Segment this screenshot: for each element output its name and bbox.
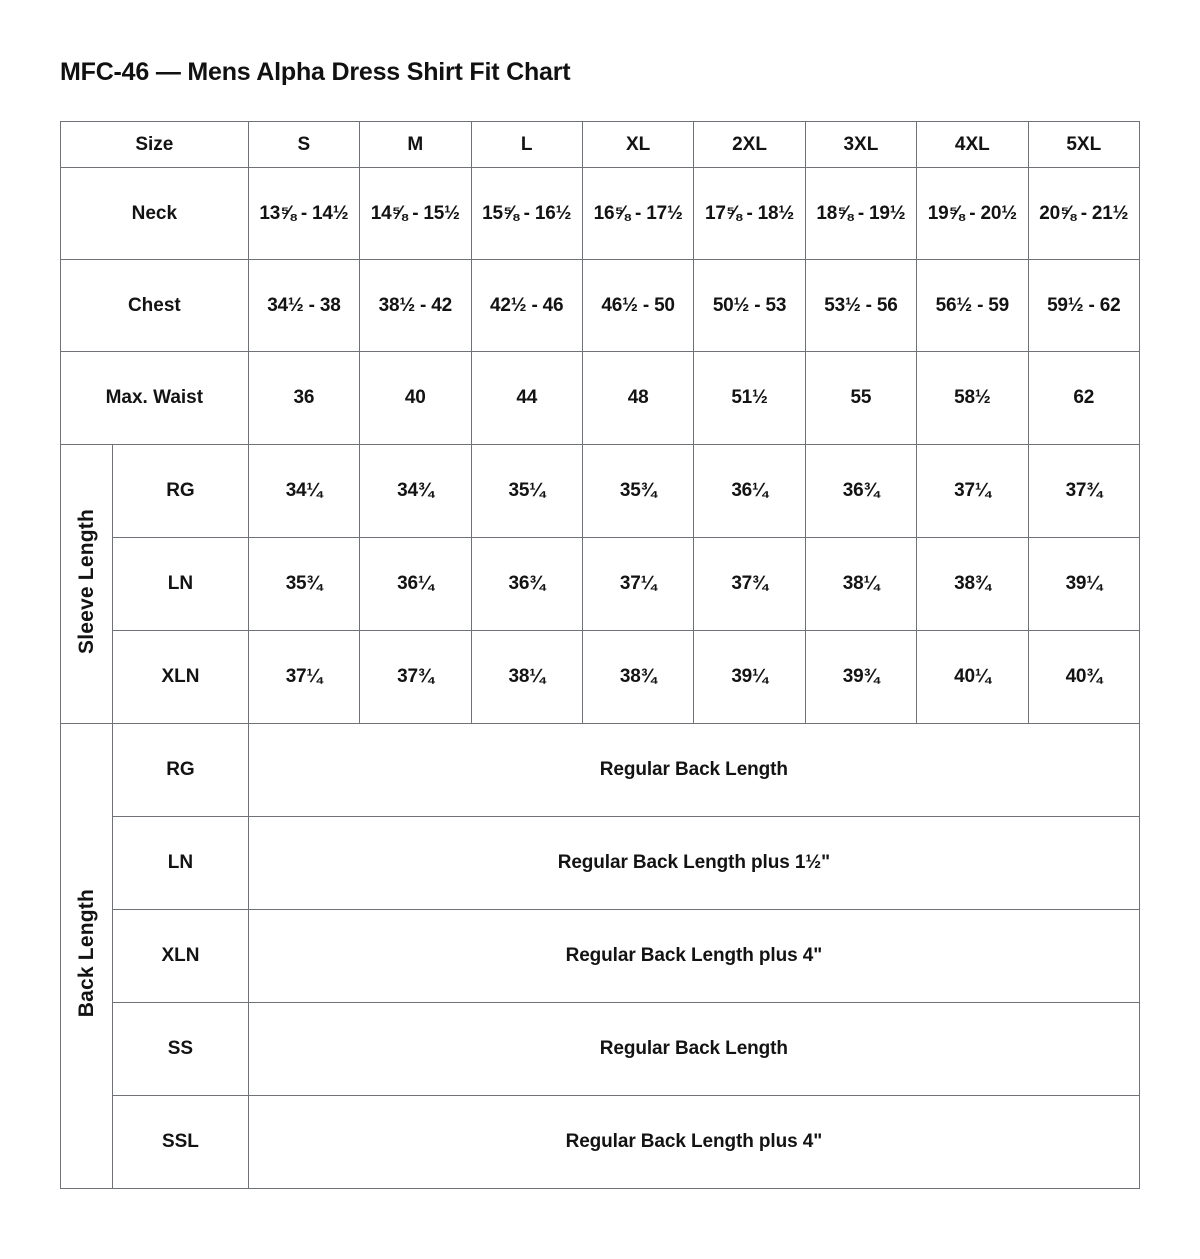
header-cell-3xl: 3XL — [804, 121, 918, 168]
sleeve-xln-value-3xl: 39¾ — [804, 630, 918, 724]
neck-value-m: 14⅝ - 15½ — [359, 167, 472, 260]
max-waist-value-s: 36 — [247, 351, 361, 445]
group-label-back-length-text: Back Length — [75, 888, 99, 1018]
neck-value-2xl: 17⅝ - 18½ — [693, 167, 806, 260]
chest-value-5xl: 59½ - 62 — [1027, 259, 1141, 352]
max-waist-value-5xl: 62 — [1027, 351, 1141, 445]
group-label-sleeve-length: Sleeve Length — [59, 444, 114, 724]
back-ss-value: Regular Back Length — [247, 1002, 1141, 1096]
header-cell-4xl: 4XL — [916, 121, 1029, 168]
sleeve-sublabel-rg: RG — [112, 444, 249, 538]
chest-value-2xl: 50½ - 53 — [693, 259, 806, 352]
header-cell-5xl: 5XL — [1027, 121, 1141, 168]
table-row-neck: Neck 13⅝ - 14½ 14⅝ - 15½ 15⅝ - 16½ 16⅝ -… — [60, 167, 1141, 260]
table-row-sleeve-rg: Sleeve Length RG 34¼ 34¾ 35¼ 35¾ 36¼ 36¾… — [59, 444, 1141, 724]
sleeve-rg-value-4xl: 37¼ — [916, 444, 1029, 538]
header-cell-l: L — [470, 121, 583, 168]
sleeve-ln-value-xl: 37¼ — [581, 537, 695, 631]
sleeve-ln-value-4xl: 38¾ — [916, 537, 1029, 631]
sleeve-xln-value-m: 37¾ — [359, 630, 472, 724]
neck-value-5xl: 20⅝ - 21½ — [1027, 167, 1141, 260]
header-cell-s: S — [247, 121, 361, 168]
table-row-back-ss: SS Regular Back Length — [61, 1002, 1141, 1096]
chest-value-3xl: 53½ - 56 — [804, 259, 918, 352]
table-row-back-rg: Back Length RG Regular Back Length — [59, 723, 1141, 1189]
sleeve-sublabel-ln: LN — [112, 537, 249, 631]
sleeve-xln-value-l: 38¼ — [470, 630, 583, 724]
sleeve-ln-value-2xl: 37¾ — [693, 537, 806, 631]
back-sublabel-ss: SS — [112, 1002, 249, 1096]
sleeve-xln-value-xl: 38¾ — [581, 630, 695, 724]
table-header-row: Size S M L XL 2XL 3XL 4XL 5XL — [60, 121, 1141, 168]
sleeve-rg-value-m: 34¾ — [359, 444, 472, 538]
back-xln-value: Regular Back Length plus 4" — [247, 909, 1141, 1003]
table-row-sleeve-xln: XLN 37¼ 37¾ 38¼ 38¾ 39¼ 39¾ 40¼ 40¾ — [61, 630, 1141, 724]
max-waist-value-m: 40 — [359, 351, 472, 445]
size-fit-chart-table: Size S M L XL 2XL 3XL 4XL 5XL Neck 13⅝ -… — [59, 121, 1141, 1189]
table-row-chest: Chest 34½ - 38 38½ - 42 42½ - 46 46½ - 5… — [60, 259, 1141, 352]
max-waist-value-2xl: 51½ — [693, 351, 806, 445]
back-sublabel-ln: LN — [112, 816, 249, 910]
table-row-max-waist: Max. Waist 36 40 44 48 51½ 55 58½ 62 — [60, 351, 1141, 445]
back-rg-value: Regular Back Length — [247, 723, 1141, 817]
back-sublabel-rg: RG — [112, 723, 249, 817]
neck-value-3xl: 18⅝ - 19½ — [804, 167, 918, 260]
row-label-chest: Chest — [60, 259, 249, 352]
row-label-max-waist: Max. Waist — [60, 351, 249, 445]
max-waist-value-l: 44 — [470, 351, 583, 445]
table-row-back-ssl: SSL Regular Back Length plus 4" — [61, 1095, 1141, 1189]
sleeve-rg-value-s: 34¼ — [247, 444, 361, 538]
table-row-back-xln: XLN Regular Back Length plus 4" — [61, 909, 1141, 1003]
max-waist-value-xl: 48 — [581, 351, 695, 445]
sleeve-ln-value-5xl: 39¼ — [1027, 537, 1141, 631]
max-waist-value-4xl: 58½ — [916, 351, 1029, 445]
max-waist-value-3xl: 55 — [804, 351, 918, 445]
back-ssl-value: Regular Back Length plus 4" — [247, 1095, 1141, 1189]
sleeve-rg-value-xl: 35¾ — [581, 444, 695, 538]
header-cell-xl: XL — [581, 121, 695, 168]
sleeve-ln-value-l: 36¾ — [470, 537, 583, 631]
header-cell-2xl: 2XL — [693, 121, 806, 168]
neck-value-l: 15⅝ - 16½ — [470, 167, 583, 260]
neck-value-s: 13⅝ - 14½ — [247, 167, 361, 260]
sleeve-ln-value-3xl: 38¼ — [804, 537, 918, 631]
table-row-sleeve-ln: LN 35¾ 36¼ 36¾ 37¼ 37¾ 38¼ 38¾ 39¼ — [61, 537, 1141, 631]
chest-value-4xl: 56½ - 59 — [916, 259, 1029, 352]
back-sublabel-ssl: SSL — [112, 1095, 249, 1189]
sleeve-xln-value-2xl: 39¼ — [693, 630, 806, 724]
neck-value-xl: 16⅝ - 17½ — [581, 167, 695, 260]
header-cell-m: M — [359, 121, 472, 168]
group-label-back-length: Back Length — [59, 723, 114, 1189]
sleeve-ln-value-m: 36¼ — [359, 537, 472, 631]
page-title: MFC-46 — Mens Alpha Dress Shirt Fit Char… — [60, 58, 571, 86]
chest-value-xl: 46½ - 50 — [581, 259, 695, 352]
back-sublabel-xln: XLN — [112, 909, 249, 1003]
sleeve-rg-value-2xl: 36¼ — [693, 444, 806, 538]
sleeve-xln-value-4xl: 40¼ — [916, 630, 1029, 724]
sleeve-xln-value-5xl: 40¾ — [1027, 630, 1141, 724]
chest-value-l: 42½ - 46 — [470, 259, 583, 352]
group-label-sleeve-length-text: Sleeve Length — [75, 508, 99, 654]
row-label-neck: Neck — [60, 167, 249, 260]
sleeve-xln-value-s: 37¼ — [247, 630, 361, 724]
sleeve-rg-value-5xl: 37¾ — [1027, 444, 1141, 538]
header-cell-size: Size — [60, 121, 249, 168]
sleeve-sublabel-xln: XLN — [112, 630, 249, 724]
table-row-back-ln: LN Regular Back Length plus 1½" — [61, 816, 1141, 910]
sleeve-rg-value-l: 35¼ — [470, 444, 583, 538]
sleeve-rg-value-3xl: 36¾ — [804, 444, 918, 538]
chest-value-s: 34½ - 38 — [247, 259, 361, 352]
neck-value-4xl: 19⅝ - 20½ — [916, 167, 1029, 260]
sleeve-ln-value-s: 35¾ — [247, 537, 361, 631]
chest-value-m: 38½ - 42 — [359, 259, 472, 352]
back-ln-value: Regular Back Length plus 1½" — [247, 816, 1141, 910]
